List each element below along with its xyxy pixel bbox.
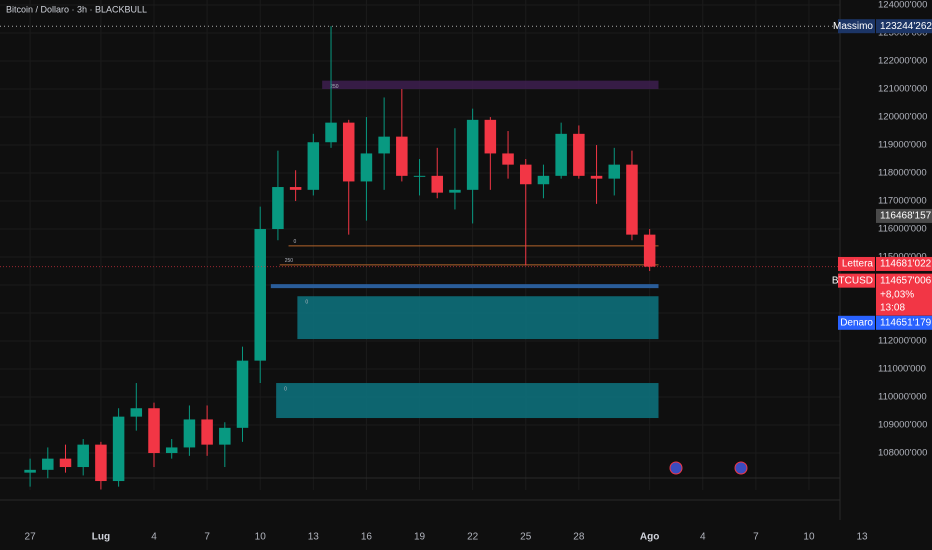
event-icon xyxy=(669,461,748,475)
x-tick-label: Ago xyxy=(640,532,659,543)
candle-body xyxy=(289,187,302,190)
candle-body xyxy=(42,458,54,470)
candle-body xyxy=(484,119,497,154)
price-name: BTCUSD xyxy=(832,275,873,286)
candle-body xyxy=(573,133,585,176)
x-tick-label: 7 xyxy=(204,532,210,543)
level-label: 0 xyxy=(294,239,297,245)
candle-body xyxy=(183,419,196,448)
candle-body xyxy=(449,189,461,193)
candle-body xyxy=(466,119,479,190)
candle-body xyxy=(396,136,408,176)
x-tick-label: 22 xyxy=(467,532,479,543)
candle-body xyxy=(555,133,567,176)
x-tick-label: 19 xyxy=(414,532,426,543)
x-tick-label: 16 xyxy=(361,532,373,543)
y-tick-label: 111000'000 xyxy=(878,364,926,375)
candle-body xyxy=(307,142,320,190)
y-tick-label: 112000'000 xyxy=(878,336,927,347)
price-label-box xyxy=(876,19,932,34)
chart-title: Bitcoin / Dollaro · 3h · BLACKBULL xyxy=(6,4,147,14)
candle-body xyxy=(360,153,373,182)
price-name-box xyxy=(838,19,875,34)
x-tick-label: 10 xyxy=(255,532,267,543)
price-label-box xyxy=(876,273,932,316)
y-tick-label: 119000'000 xyxy=(878,140,927,151)
candle-body xyxy=(643,234,656,267)
candle-body xyxy=(24,469,36,473)
candle-body xyxy=(201,419,213,445)
candle-body xyxy=(378,136,390,154)
candle-body xyxy=(590,175,603,179)
y-tick-label: 121000'000 xyxy=(878,84,927,95)
price-name-box xyxy=(838,273,875,288)
price-label-box xyxy=(876,315,932,330)
candle-body xyxy=(148,408,160,454)
x-tick-label: 10 xyxy=(803,532,815,543)
price-label-box xyxy=(876,256,932,271)
candle-body xyxy=(59,458,72,468)
zone-label: 0 xyxy=(284,386,287,392)
y-tick-label: 118000'000 xyxy=(878,168,927,179)
price-label: 114651'179 xyxy=(880,317,932,328)
y-tick-label: 116000'000 xyxy=(878,224,927,235)
candle-body xyxy=(95,444,107,482)
y-tick-label: 122000'000 xyxy=(878,56,927,67)
countdown: 13:08 xyxy=(880,302,905,313)
price-label: 114681'022 xyxy=(880,259,932,270)
candle-body xyxy=(254,229,266,361)
price-name-box xyxy=(838,256,875,271)
y-tick-label: 108000'000 xyxy=(878,448,927,459)
zone xyxy=(276,383,659,419)
x-tick-label: 13 xyxy=(857,532,869,543)
candle-body xyxy=(519,164,532,185)
price-label: 114657'006 xyxy=(880,275,932,286)
candle-body xyxy=(431,175,443,193)
price-name: Massimo xyxy=(833,21,873,32)
y-tick-label: 109000'000 xyxy=(878,420,927,431)
candle-body xyxy=(219,427,231,445)
candle-body xyxy=(626,164,638,235)
x-tick-label: 28 xyxy=(573,532,585,543)
zone xyxy=(322,80,659,90)
x-tick-label: Lug xyxy=(92,532,110,543)
x-tick-label: 13 xyxy=(308,532,320,543)
price-name: Denaro xyxy=(840,317,873,328)
price-label: 123244'262 xyxy=(880,21,932,32)
x-tick-label: 25 xyxy=(520,532,532,543)
price-change: +8,03% xyxy=(880,289,914,300)
price-label: 116468'157 xyxy=(880,211,932,222)
x-tick-label: 4 xyxy=(151,532,157,543)
candle-body xyxy=(77,444,89,468)
candle-body xyxy=(537,175,550,185)
x-tick-label: 4 xyxy=(700,532,706,543)
zone xyxy=(297,296,659,340)
candle-body xyxy=(272,187,284,230)
zone-label: 250 xyxy=(330,84,339,90)
y-tick-label: 124000'000 xyxy=(878,0,927,11)
candle-body xyxy=(130,408,143,417)
price-name: Lettera xyxy=(842,259,874,270)
candle-body xyxy=(413,175,426,177)
candle-body xyxy=(165,447,178,454)
candle-body xyxy=(608,164,621,179)
y-tick-label: 117000'000 xyxy=(878,196,927,207)
level-label: 250 xyxy=(285,258,294,264)
price-name-box xyxy=(838,315,875,330)
zone-label: 0 xyxy=(305,300,308,306)
candle-body xyxy=(342,122,355,182)
candle-body xyxy=(112,416,125,482)
candle-body xyxy=(325,122,337,143)
y-tick-label: 120000'000 xyxy=(878,112,927,123)
price-label-box xyxy=(876,208,932,223)
x-tick-label: 27 xyxy=(25,532,37,543)
candle-body xyxy=(502,153,514,165)
x-tick-label: 7 xyxy=(753,532,759,543)
y-tick-label: 110000'000 xyxy=(878,392,927,403)
candle-body xyxy=(236,360,249,428)
